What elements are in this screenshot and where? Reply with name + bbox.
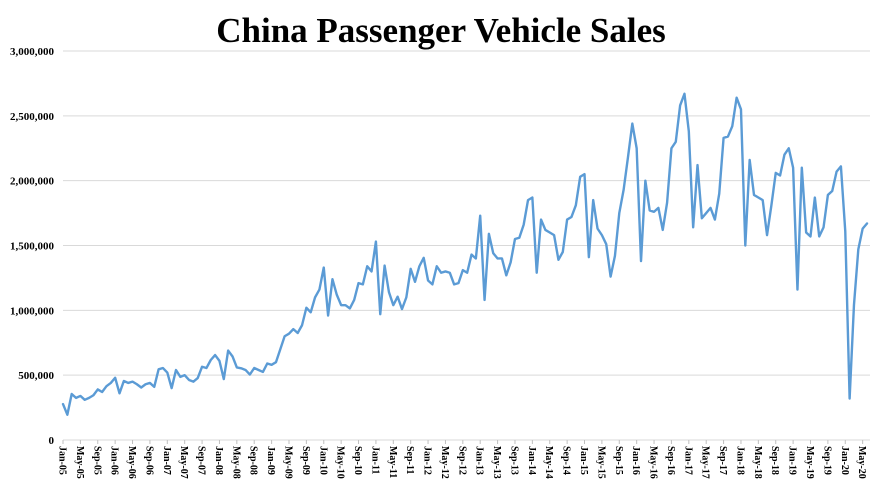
x-axis-label: Jan-15 [578,446,589,475]
x-axis-label: May-18 [752,446,763,479]
y-axis-labels: 0 500,000 1,000,000 1,500,000 2,000,000 2,500… [10,46,55,447]
x-axis-label: Jan-20 [839,446,850,475]
x-axis-label: Sep-16 [665,446,676,475]
x-axis-label: May-09 [282,446,293,479]
x-axis-label: Jan-05 [57,446,68,475]
x-axis-label: Jan-10 [317,446,328,475]
x-axis-label: Jan-06 [109,446,120,475]
x-axis-label: May-20 [856,446,867,479]
x-axis-label: Sep-19 [821,446,832,475]
x-axis-label: May-11 [387,446,398,478]
chart-title: China Passenger Vehicle Sales [216,11,666,50]
x-axis-label: Jan-14 [526,446,537,475]
sales-line [61,92,869,416]
x-axis-label: Sep-14 [561,446,572,475]
x-axis-label: May-07 [178,446,189,479]
x-axis-label: Jan-16 [630,446,641,475]
x-axis-label: Jan-11 [369,446,380,474]
x-axis-label: May-19 [804,446,815,479]
x-axis-label: May-05 [74,446,85,479]
x-axis-label: Sep-17 [717,446,728,475]
y-axis-label: 3,000,000 [10,46,55,58]
x-axis-label: May-06 [126,446,137,479]
x-axis-ticks [62,440,864,444]
x-axis-label: Sep-05 [91,446,102,475]
x-axis-label: Jan-12 [422,446,433,475]
x-axis-label: May-13 [491,446,502,479]
x-axis-label: May-10 [335,446,346,479]
x-axis-label: Jan-19 [787,446,798,475]
x-axis-label: May-15 [595,446,606,479]
x-axis-label: Sep-09 [300,446,311,475]
y-axis-label: 2,500,000 [10,111,55,123]
x-axis-label: Sep-07 [196,446,207,475]
x-axis-label: Jan-07 [161,446,172,475]
x-axis-label: Sep-13 [508,446,519,475]
x-axis-label: Sep-12 [456,446,467,475]
x-axis-label: Sep-08 [248,446,259,475]
x-axis-label: Jan-13 [474,446,485,475]
y-axis-label: 1,000,000 [10,305,55,317]
x-axis-label: Sep-18 [769,446,780,475]
x-axis-label: Sep-15 [613,446,624,475]
x-axis-label: Jan-17 [682,446,693,475]
x-axis-label: May-08 [230,446,241,479]
y-axis-label: 500,000 [18,370,54,382]
x-axis-label: Sep-06 [143,446,154,475]
y-axis-label: 2,000,000 [10,176,55,188]
x-axis-label: Sep-10 [352,446,363,475]
x-axis-labels: Jan-05 May-05 Sep-05 Jan-06 May-06 Sep-06 Jan-… [57,446,868,479]
x-axis-label: Jan-08 [213,446,224,475]
x-axis-label: May-16 [648,446,659,479]
x-axis-label: May-14 [543,446,554,479]
y-gridlines [63,50,870,441]
x-axis-label: Jan-09 [265,446,276,475]
y-axis-label: 1,500,000 [10,241,55,253]
y-axis-label: 0 [49,435,55,447]
x-axis-label: May-12 [439,446,450,479]
x-axis-label: May-17 [700,446,711,479]
x-axis-label: Jan-18 [734,446,745,475]
x-axis-label: Sep-11 [404,446,415,474]
